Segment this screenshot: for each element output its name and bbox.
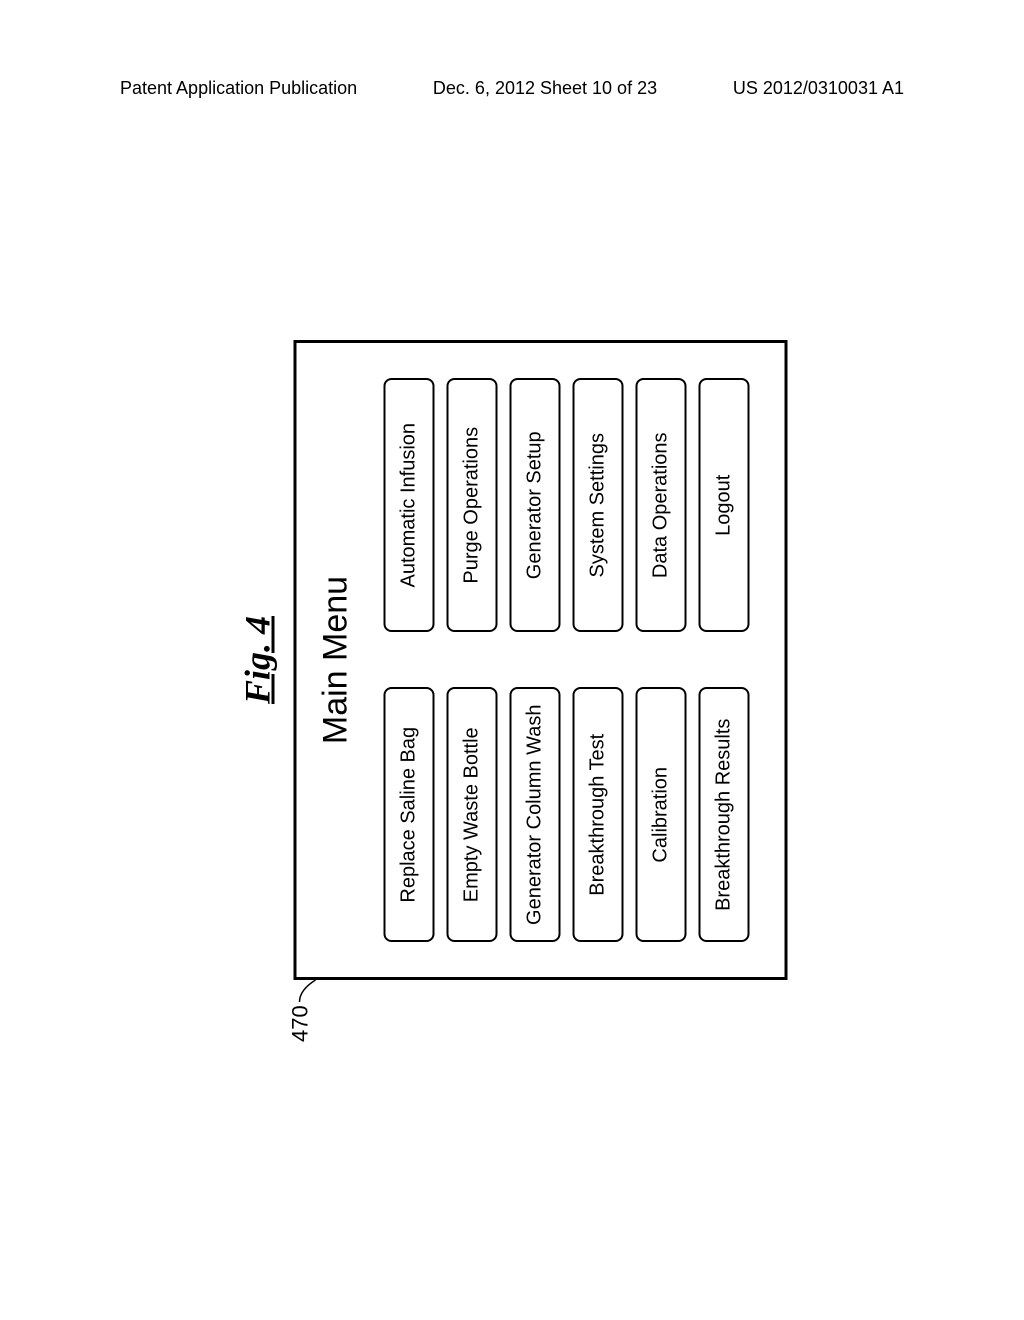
replace-saline-bag-button[interactable]: Replace Saline Bag	[384, 688, 435, 943]
ref-arc-icon	[298, 978, 320, 1004]
ref-number-wrapper: 470 Main Menu Replace Saline Bag Automat…	[294, 340, 788, 980]
calibration-button[interactable]: Calibration	[636, 688, 687, 943]
automatic-infusion-button[interactable]: Automatic Infusion	[384, 378, 435, 633]
figure-ref-number: 470	[288, 1005, 314, 1042]
figure-area: Fig. 4 470 Main Menu Replace Saline Bag …	[237, 340, 788, 980]
empty-waste-bottle-button[interactable]: Empty Waste Bottle	[447, 688, 498, 943]
generator-column-wash-button[interactable]: Generator Column Wash	[510, 688, 561, 943]
system-settings-button[interactable]: System Settings	[573, 378, 624, 633]
figure-label: Fig. 4	[237, 340, 279, 980]
data-operations-button[interactable]: Data Operations	[636, 378, 687, 633]
menu-title: Main Menu	[317, 378, 356, 942]
generator-setup-button[interactable]: Generator Setup	[510, 378, 561, 633]
breakthrough-test-button[interactable]: Breakthrough Test	[573, 688, 624, 943]
main-menu-window: Main Menu Replace Saline Bag Automatic I…	[294, 340, 788, 980]
breakthrough-results-button[interactable]: Breakthrough Results	[699, 688, 750, 943]
page-header: Patent Application Publication Dec. 6, 2…	[0, 78, 1024, 99]
header-publication: Patent Application Publication	[120, 78, 357, 99]
header-date-sheet: Dec. 6, 2012 Sheet 10 of 23	[433, 78, 657, 99]
header-pub-number: US 2012/0310031 A1	[733, 78, 904, 99]
button-grid: Replace Saline Bag Automatic Infusion Em…	[384, 378, 750, 942]
logout-button[interactable]: Logout	[699, 378, 750, 633]
purge-operations-button[interactable]: Purge Operations	[447, 378, 498, 633]
